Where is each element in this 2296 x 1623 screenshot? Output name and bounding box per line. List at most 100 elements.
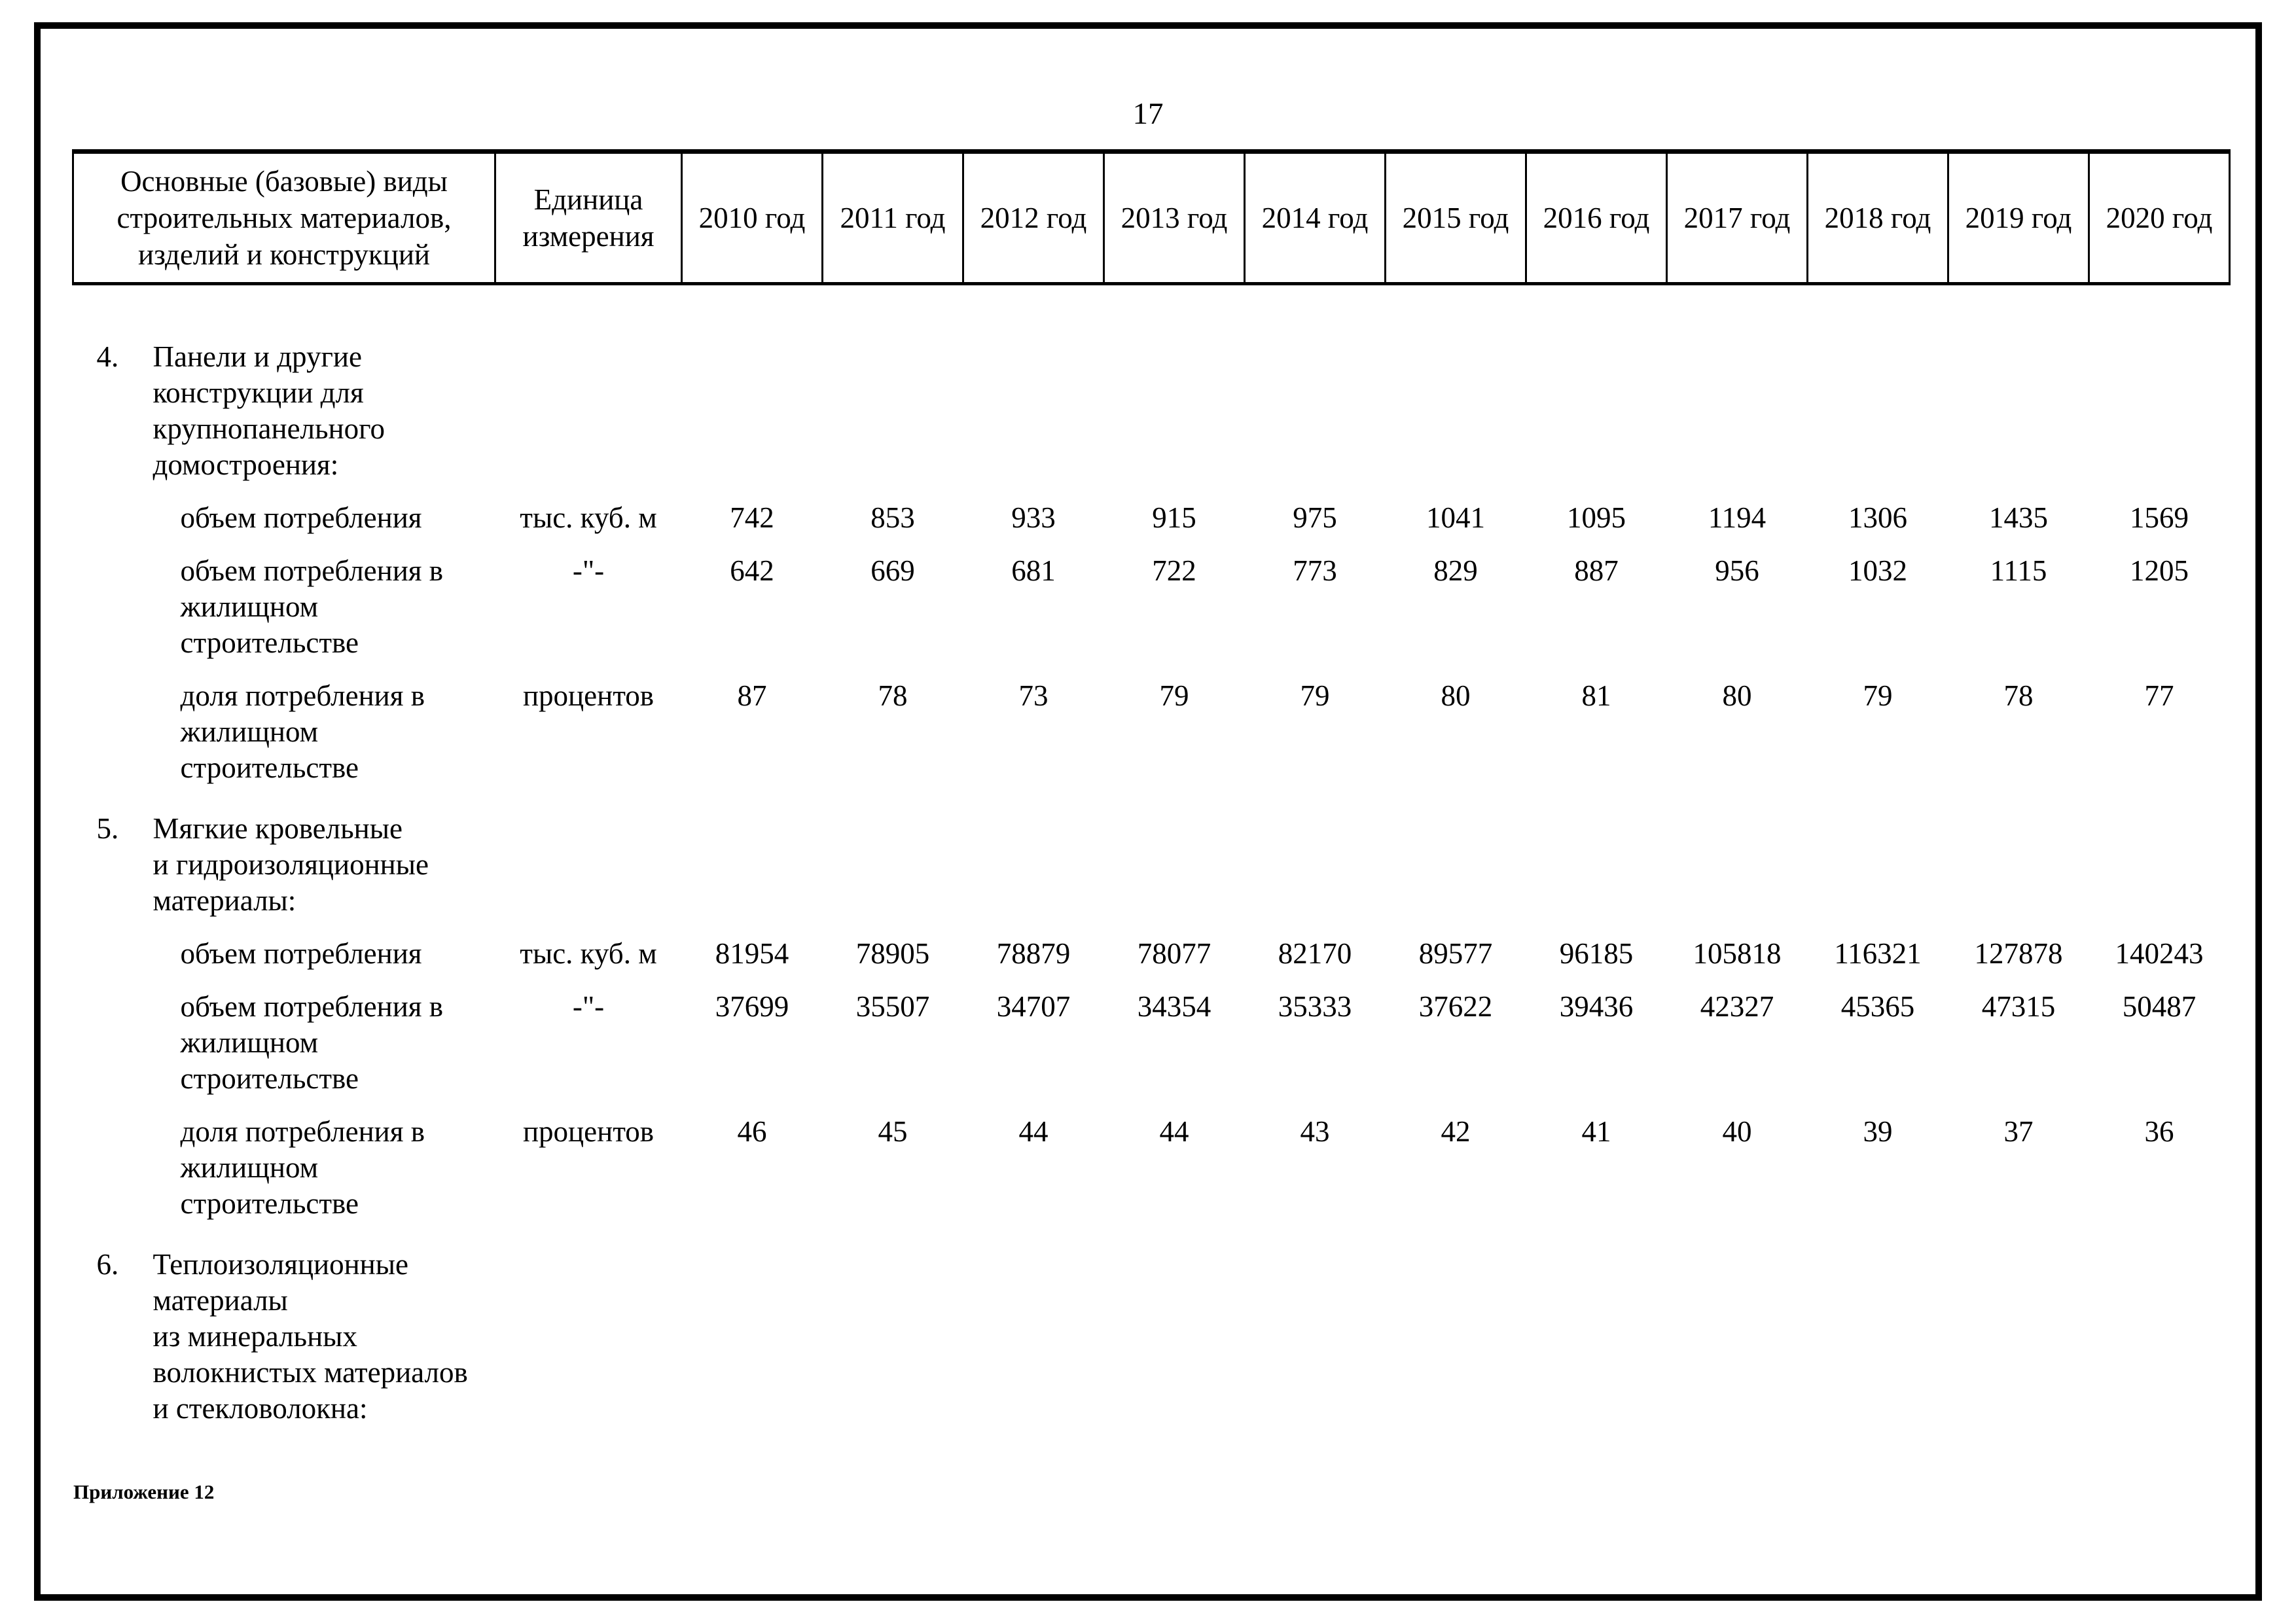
- value-cell: 37699: [715, 990, 789, 1023]
- value-cell: [823, 1222, 963, 1427]
- material-group-row: 4. Панели и другие конструкции для крупно…: [73, 284, 2230, 484]
- value-cell: [1386, 1222, 1526, 1427]
- value-cell: 1205: [2130, 554, 2189, 587]
- row-label: доля потребления в жилищном строительств…: [180, 679, 425, 784]
- material-group-row: 6. Теплоизоляционные материалы из минерал…: [73, 1222, 2230, 1427]
- value-cell: 853: [870, 501, 915, 534]
- value-cell: 40: [1722, 1115, 1752, 1148]
- unit-cell: тыс. куб. м: [520, 937, 657, 970]
- value-cell: [963, 786, 1104, 919]
- row-label: доля потребления в жилищном строительств…: [180, 1115, 425, 1220]
- table-body: 4. Панели и другие конструкции для крупно…: [73, 284, 2230, 1427]
- value-cell: [1526, 786, 1667, 919]
- value-cell: 89577: [1418, 937, 1493, 970]
- value-cell: 37: [2003, 1115, 2034, 1148]
- value-cell: 35507: [855, 990, 930, 1023]
- table-header: Основные (базовые) виды строительных мат…: [72, 149, 2231, 285]
- value-cell: 47315: [1981, 990, 2056, 1023]
- unit-cell: [495, 1222, 682, 1427]
- col-header-year-2012: 2012 год: [962, 149, 1105, 285]
- value-cell: 681: [1011, 554, 1056, 587]
- value-cell: [2089, 284, 2230, 484]
- value-cell: 1569: [2130, 501, 2189, 534]
- value-cell: 1306: [1848, 501, 1907, 534]
- unit-cell: [495, 786, 682, 919]
- value-cell: 82170: [1278, 937, 1352, 970]
- row-label-cell: 6. Теплоизоляционные материалы из минерал…: [73, 1222, 495, 1427]
- value-cell: 87: [737, 679, 767, 712]
- col-header-year-2011: 2011 год: [821, 149, 964, 285]
- value-cell: 96185: [1559, 937, 1634, 970]
- appendix-note: Приложение 12: [73, 1480, 215, 1503]
- value-cell: 79: [1159, 679, 1189, 712]
- value-cell: 36: [2144, 1115, 2174, 1148]
- value-cell: 81: [1581, 679, 1611, 712]
- value-cell: [1808, 786, 1948, 919]
- value-cell: 45365: [1840, 990, 1915, 1023]
- value-cell: 73: [1018, 679, 1049, 712]
- row-label-cell: 5. Мягкие кровельные и гидроизоляционные …: [73, 786, 495, 919]
- unit-cell: -"-: [572, 554, 605, 587]
- value-cell: [1245, 284, 1386, 484]
- value-cell: [1526, 1222, 1667, 1427]
- value-cell: 42327: [1700, 990, 1774, 1023]
- row-label: Теплоизоляционные материалы из минеральн…: [152, 1248, 468, 1425]
- value-cell: 127878: [1974, 937, 2063, 970]
- value-cell: 79: [1863, 679, 1893, 712]
- material-data-row: объем потребления в жилищном строительст…: [73, 972, 2230, 1097]
- value-cell: 43: [1300, 1115, 1330, 1148]
- row-label: объем потребления в жилищном строительст…: [180, 990, 443, 1095]
- material-data-row: доля потребления в жилищном строительств…: [73, 661, 2230, 786]
- value-cell: [1104, 284, 1245, 484]
- value-cell: 1095: [1567, 501, 1626, 534]
- value-cell: [1104, 1222, 1245, 1427]
- row-label-cell: доля потребления в жилищном строительств…: [73, 1097, 495, 1222]
- item-number: 6.: [96, 1248, 119, 1281]
- value-cell: 37622: [1418, 990, 1493, 1023]
- value-cell: 1041: [1426, 501, 1485, 534]
- value-cell: 45: [878, 1115, 908, 1148]
- value-cell: 78: [878, 679, 908, 712]
- row-label-cell: объем потребления в жилищном строительст…: [73, 536, 495, 661]
- material-data-row: объем потребления тыс. куб. м 742 853 933 915…: [73, 483, 2230, 536]
- col-header-material: Основные (базовые) виды строительных мат…: [72, 149, 496, 285]
- value-cell: [1245, 786, 1386, 919]
- col-header-year-2014: 2014 год: [1244, 149, 1386, 285]
- value-cell: 41: [1581, 1115, 1611, 1148]
- row-label-cell: доля потребления в жилищном строительств…: [73, 661, 495, 786]
- value-cell: 669: [870, 554, 915, 587]
- value-cell: 42: [1441, 1115, 1471, 1148]
- value-cell: [963, 284, 1104, 484]
- row-label-cell: объем потребления: [73, 483, 495, 536]
- value-cell: [1948, 284, 2089, 484]
- unit-cell: тыс. куб. м: [520, 501, 657, 534]
- material-data-row: объем потребления в жилищном строительст…: [73, 536, 2230, 661]
- value-cell: [1948, 786, 2089, 919]
- value-cell: [963, 1222, 1104, 1427]
- value-cell: 642: [730, 554, 774, 587]
- col-header-unit: Единица измерения: [494, 149, 683, 285]
- value-cell: 887: [1574, 554, 1619, 587]
- materials-consumption-table: Основные (базовые) виды строительных мат…: [72, 149, 2231, 1427]
- row-label: объем потребления в жилищном строительст…: [180, 554, 443, 659]
- value-cell: 78: [2003, 679, 2034, 712]
- row-label: Мягкие кровельные и гидроизоляционные ма…: [152, 812, 429, 917]
- row-label: Панели и другие конструкции для крупнопа…: [152, 340, 385, 481]
- value-cell: 722: [1152, 554, 1196, 587]
- value-cell: 956: [1715, 554, 1759, 587]
- value-cell: [2089, 1222, 2230, 1427]
- value-cell: [823, 786, 963, 919]
- unit-cell: [495, 284, 682, 484]
- col-header-year-2019: 2019 год: [1947, 149, 2090, 285]
- value-cell: 46: [737, 1115, 767, 1148]
- value-cell: 105818: [1693, 937, 1782, 970]
- value-cell: [2089, 786, 2230, 919]
- col-header-year-2020: 2020 год: [2088, 149, 2231, 285]
- value-cell: 915: [1152, 501, 1196, 534]
- material-data-row: объем потребления тыс. куб. м 81954 78905 78…: [73, 919, 2230, 972]
- value-cell: 140243: [2115, 937, 2204, 970]
- value-cell: [682, 1222, 823, 1427]
- col-header-year-2018: 2018 год: [1806, 149, 1949, 285]
- value-cell: 742: [730, 501, 774, 534]
